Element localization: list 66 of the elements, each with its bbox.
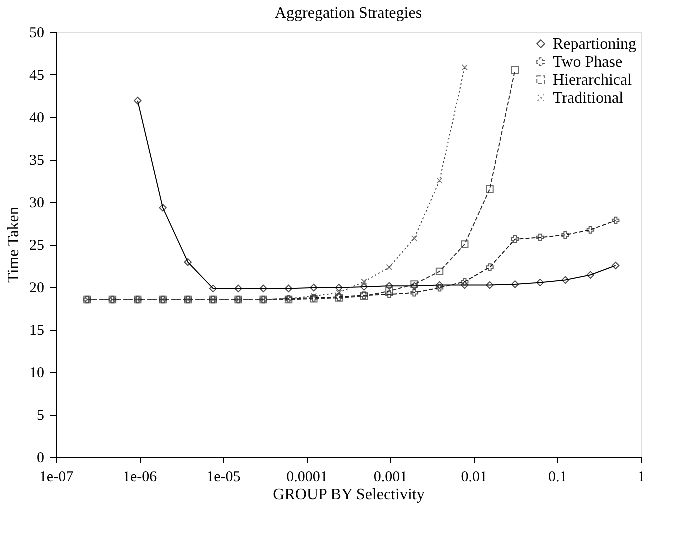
- x-tick-label: 0.001: [374, 470, 408, 486]
- chart-title: Aggregation Strategies: [274, 5, 422, 22]
- legend-label: Hierarchical: [553, 72, 633, 89]
- point: [536, 234, 544, 242]
- point: [486, 185, 494, 194]
- point: [586, 226, 595, 234]
- y-tick-label: 10: [30, 366, 44, 382]
- y-tick-label: 45: [30, 68, 44, 84]
- point: [361, 278, 368, 286]
- x-tick-label: 0.01: [461, 470, 488, 486]
- x-tick-label: 1e-05: [206, 470, 241, 486]
- point: [612, 216, 620, 225]
- x-tick-label: 1e-06: [122, 470, 158, 486]
- point: [462, 64, 468, 71]
- x-tick-label: 1e-07: [39, 470, 74, 486]
- point: [134, 96, 142, 105]
- x-tick-label: 0.1: [548, 470, 568, 486]
- point: [411, 235, 418, 242]
- x-tick-label: 0.0001: [286, 470, 328, 486]
- y-tick-label: 30: [30, 196, 44, 212]
- y-tick-label: 25: [30, 238, 44, 254]
- point: [511, 280, 520, 288]
- point: [386, 264, 393, 271]
- point: [511, 66, 520, 74]
- point: [386, 282, 394, 290]
- point: [284, 284, 293, 293]
- y-tick-label: 15: [30, 323, 44, 339]
- point: [234, 284, 242, 293]
- point: [436, 281, 444, 290]
- point: [562, 276, 570, 284]
- point: [386, 287, 394, 296]
- y-tick-label: 35: [30, 153, 44, 169]
- y-axis-title: Time Taken: [6, 207, 22, 283]
- x-axis-title: GROUP BY Selectivity: [273, 486, 425, 504]
- point: [436, 178, 443, 184]
- point: [461, 278, 469, 286]
- point: [310, 284, 318, 292]
- x-tick-label: 1: [638, 470, 646, 486]
- y-tick-label: 50: [30, 26, 44, 42]
- legend-label: Traditional: [553, 90, 624, 107]
- point: [486, 264, 494, 272]
- point: [159, 204, 167, 212]
- point: [209, 284, 218, 293]
- point: [511, 236, 520, 244]
- y-tick-label: 5: [37, 408, 44, 424]
- point: [586, 271, 595, 279]
- point: [461, 240, 469, 248]
- point: [562, 231, 570, 240]
- point: [486, 281, 494, 290]
- point: [386, 290, 394, 299]
- y-tick-label: 40: [30, 110, 44, 126]
- point: [436, 284, 444, 292]
- y-tick-label: 0: [37, 450, 44, 466]
- point: [260, 284, 268, 293]
- legend-label: Repartioning: [553, 36, 637, 53]
- point: [184, 258, 192, 266]
- point: [360, 283, 368, 291]
- y-tick-label: 20: [30, 280, 44, 296]
- point: [335, 284, 343, 292]
- point: [536, 278, 544, 287]
- point: [410, 289, 418, 297]
- point: [336, 290, 342, 296]
- point: [461, 281, 469, 290]
- point: [612, 262, 620, 270]
- point: [436, 268, 444, 276]
- legend-label: Two Phase: [553, 54, 623, 71]
